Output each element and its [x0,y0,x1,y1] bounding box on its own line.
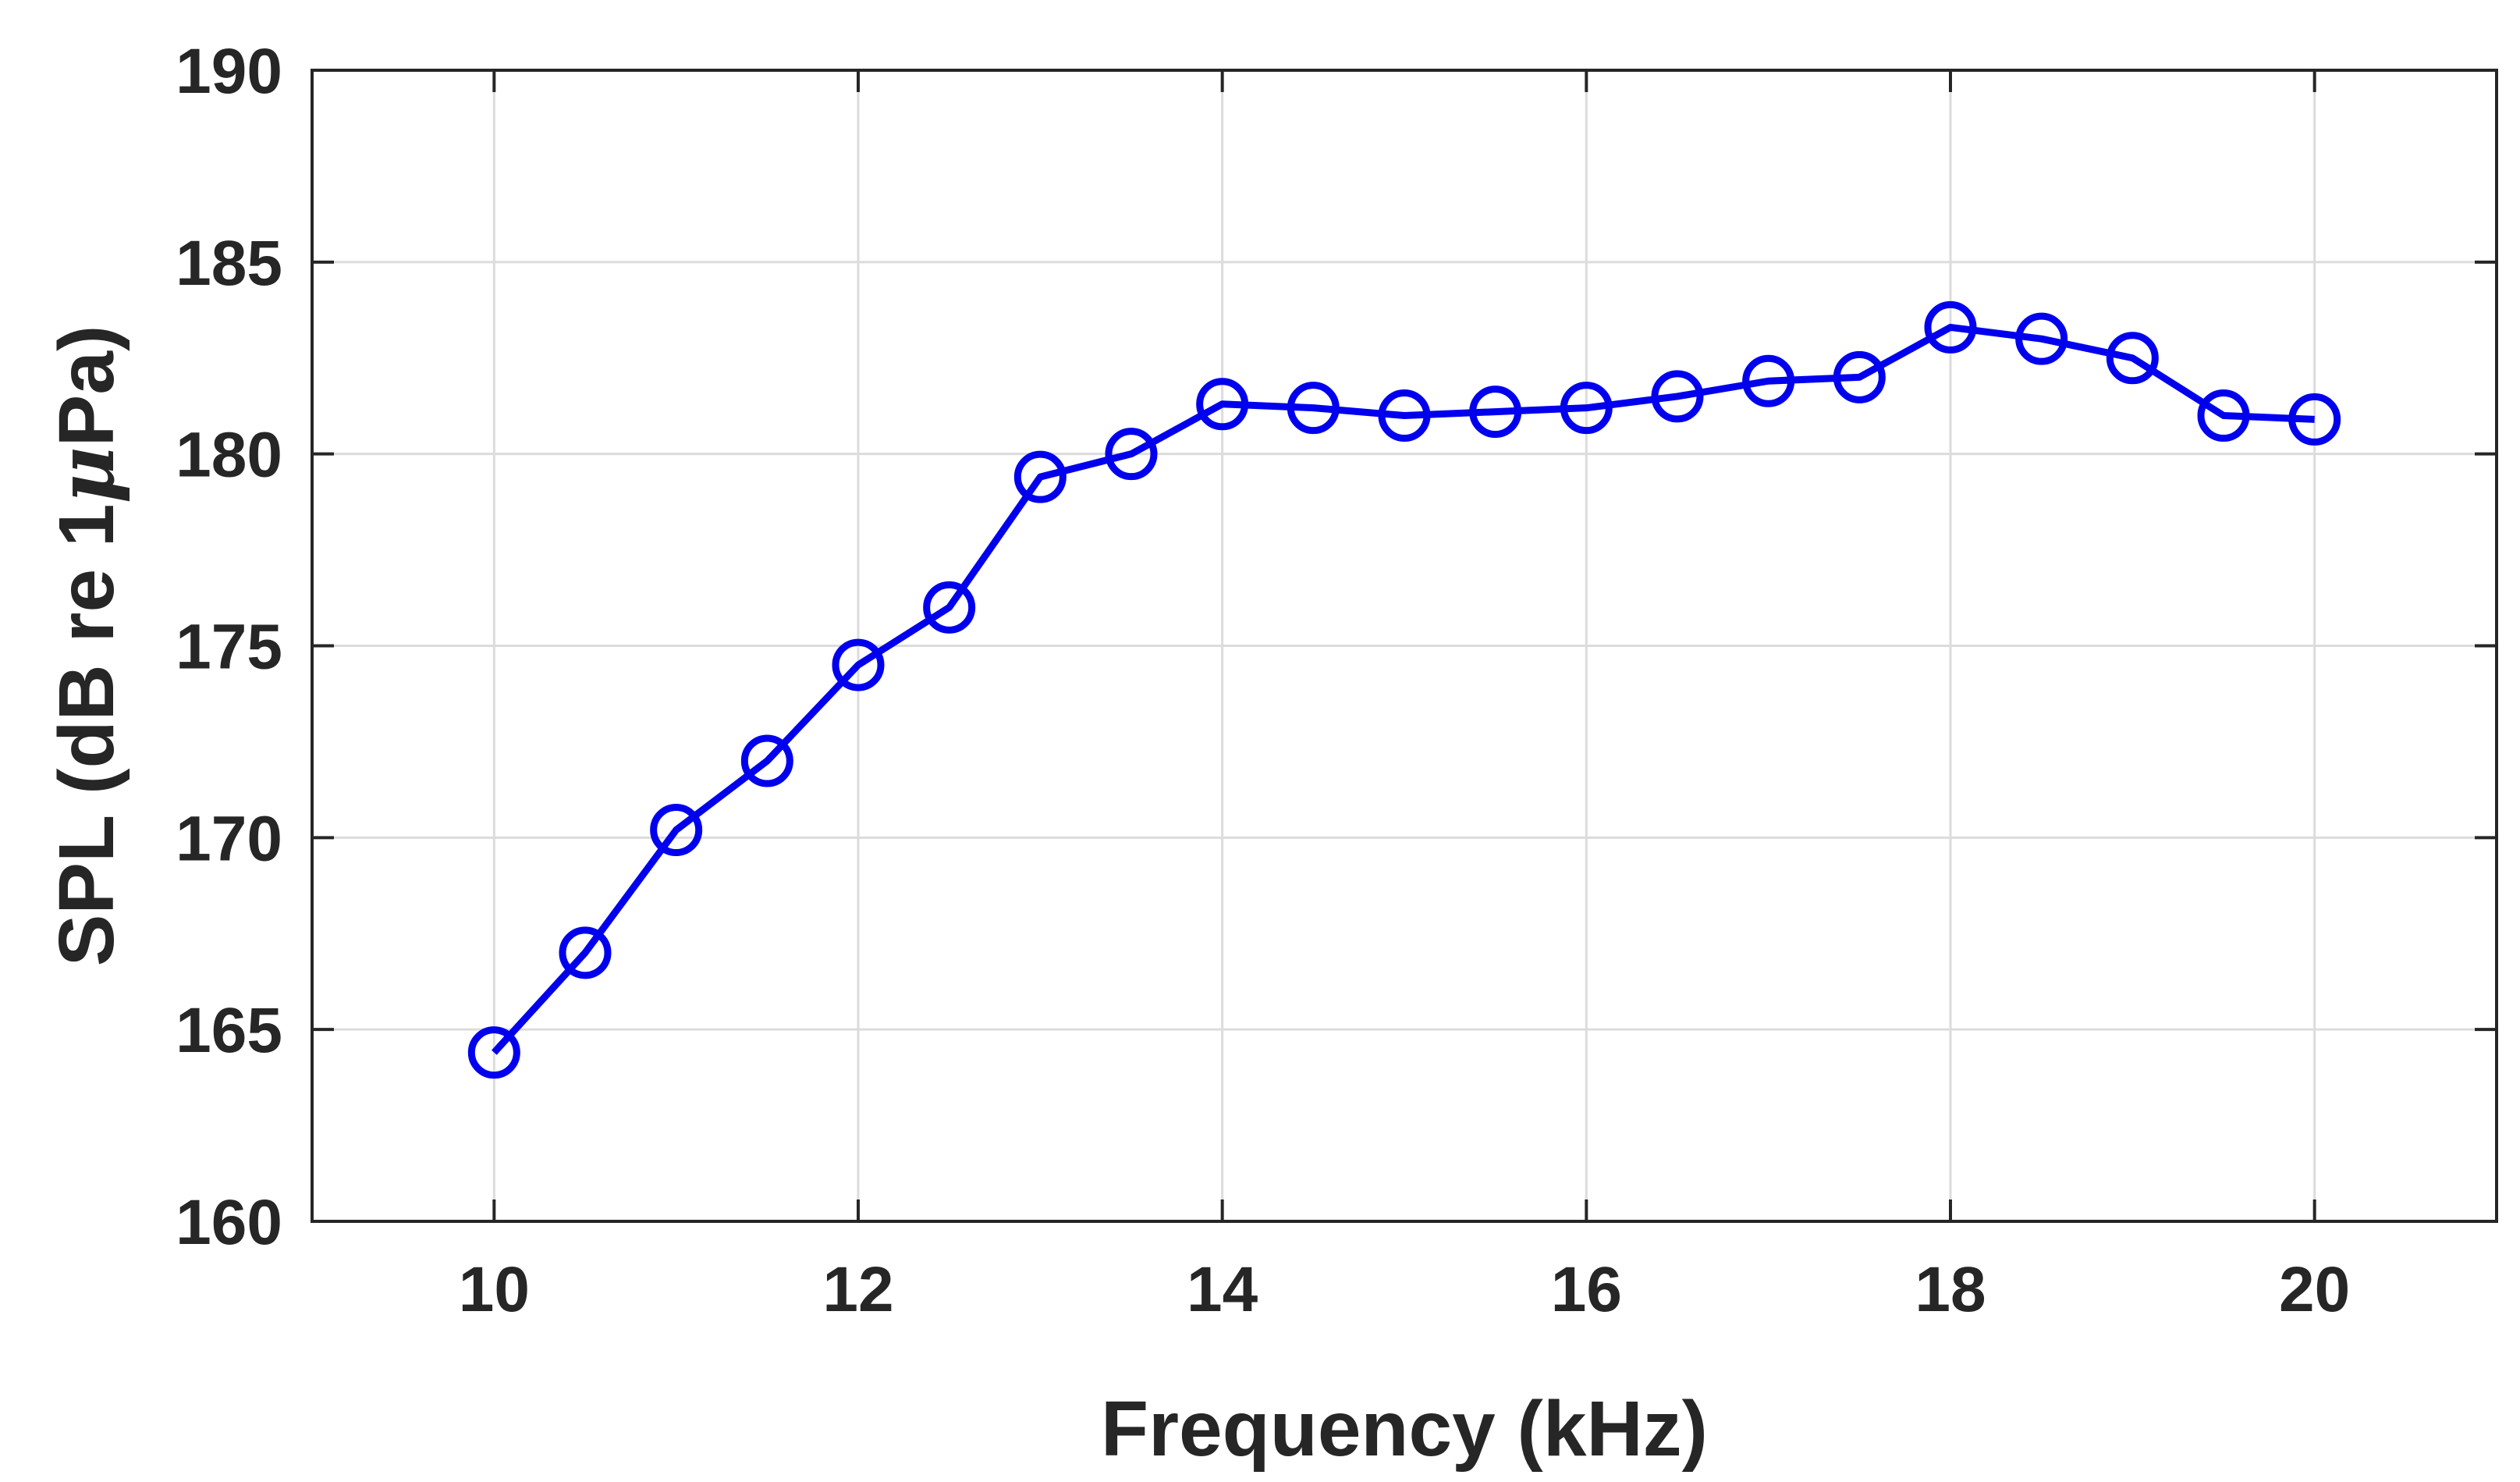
data-point [740,734,793,787]
data-point [1378,389,1431,442]
y-tick-label: 180 [176,420,282,491]
data-point [1924,300,1977,354]
data-point [832,638,885,691]
data-point [2015,312,2068,365]
x-tick-label: 12 [822,1254,893,1325]
data-point [2197,389,2250,442]
data-point [1196,378,1249,431]
data-point [559,926,612,979]
x-tick-label: 16 [1551,1254,1622,1325]
axis-ticks: 10 12 14 16 18 20 160 165 170 175 180 185 190 [176,36,2497,1325]
data-point [650,804,703,856]
x-tick-label: 10 [459,1254,530,1325]
y-axis-label-start: SPL (dB re 1 [43,504,130,967]
data-point [923,581,976,634]
data-point [1833,350,1886,403]
x-axis-label: Frequency (kHz) [1101,1385,1708,1473]
y-tick-label: 175 [176,612,282,683]
data-point [1651,370,1704,423]
data-point [2106,332,2159,385]
y-tick-label: 185 [176,228,282,299]
y-axis-label-end: Pa) [43,325,130,447]
data-point [2288,393,2341,446]
y-tick-label: 190 [176,36,282,107]
series-layer [467,300,2341,1079]
series-line [492,323,2315,1055]
y-axis-label-mu: μ [40,446,132,503]
data-point [1013,450,1067,503]
x-tick-label: 18 [1915,1254,1986,1325]
y-axis-label: SPL (dB re 1μPa) [40,325,132,967]
data-point [1105,428,1158,481]
y-tick-label: 165 [176,995,282,1066]
data-point [1560,382,1613,435]
data-point [1742,354,1795,407]
data-point [1287,382,1340,435]
y-tick-label: 160 [176,1187,282,1258]
data-point [467,1026,520,1079]
x-tick-label: 20 [2279,1254,2350,1325]
data-point [1469,386,1522,439]
grid [312,69,2497,1223]
y-tick-label: 170 [176,803,282,874]
x-tick-label: 14 [1187,1254,1258,1325]
